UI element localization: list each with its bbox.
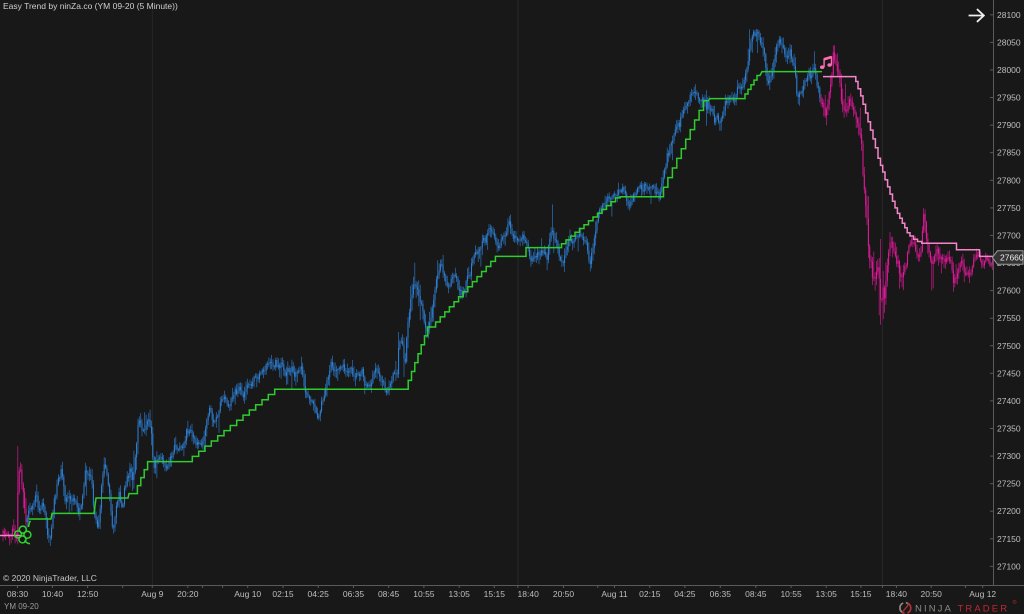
svg-text:© 2020 NinjaTrader, LLC: © 2020 NinjaTrader, LLC: [3, 573, 97, 583]
svg-text:13:05: 13:05: [449, 589, 471, 599]
svg-text:18:40: 18:40: [886, 589, 908, 599]
svg-text:10:55: 10:55: [780, 589, 802, 599]
svg-text:27350: 27350: [997, 424, 1021, 434]
svg-text:27750: 27750: [997, 203, 1021, 213]
svg-text:28050: 28050: [997, 37, 1021, 47]
svg-text:®: ®: [1013, 599, 1017, 606]
svg-text:20:50: 20:50: [553, 589, 575, 599]
svg-text:Aug 11: Aug 11: [601, 589, 628, 599]
svg-text:Easy Trend by ninZa.co (YM 09-: Easy Trend by ninZa.co (YM 09-20 (5 Minu…: [3, 1, 178, 11]
svg-text:NINJA: NINJA: [915, 604, 953, 614]
svg-text:27600: 27600: [997, 286, 1021, 296]
svg-text:08:30: 08:30: [7, 589, 29, 599]
svg-text:27900: 27900: [997, 120, 1021, 130]
svg-text:YM 09-20: YM 09-20: [4, 602, 39, 611]
svg-text:28100: 28100: [997, 10, 1021, 20]
svg-text:27950: 27950: [997, 93, 1021, 103]
svg-text:02:15: 02:15: [272, 589, 294, 599]
svg-text:27850: 27850: [997, 148, 1021, 158]
svg-text:27700: 27700: [997, 230, 1021, 240]
svg-text:08:45: 08:45: [745, 589, 767, 599]
svg-text:27300: 27300: [997, 451, 1021, 461]
svg-text:Aug 12: Aug 12: [969, 589, 996, 599]
svg-text:Aug 10: Aug 10: [234, 589, 261, 599]
svg-text:28000: 28000: [997, 65, 1021, 75]
svg-text:27150: 27150: [997, 534, 1021, 544]
svg-text:06:35: 06:35: [710, 589, 732, 599]
svg-text:20:20: 20:20: [177, 589, 199, 599]
svg-text:20:50: 20:50: [921, 589, 943, 599]
svg-text:10:55: 10:55: [413, 589, 435, 599]
svg-text:27800: 27800: [997, 175, 1021, 185]
svg-text:27550: 27550: [997, 313, 1021, 323]
svg-text:27200: 27200: [997, 506, 1021, 516]
svg-text:02:15: 02:15: [639, 589, 661, 599]
svg-text:15:15: 15:15: [850, 589, 872, 599]
svg-text:27250: 27250: [997, 479, 1021, 489]
svg-text:10:40: 10:40: [42, 589, 64, 599]
svg-text:06:35: 06:35: [343, 589, 365, 599]
svg-text:04:25: 04:25: [308, 589, 330, 599]
svg-text:08:45: 08:45: [378, 589, 400, 599]
svg-text:27400: 27400: [997, 396, 1021, 406]
svg-text:12:50: 12:50: [77, 589, 99, 599]
svg-text:27500: 27500: [997, 341, 1021, 351]
svg-text:18:40: 18:40: [518, 589, 540, 599]
svg-text:13:05: 13:05: [816, 589, 838, 599]
svg-text:TRADER: TRADER: [958, 604, 1010, 614]
svg-text:Aug 9: Aug 9: [141, 589, 163, 599]
svg-text:04:25: 04:25: [674, 589, 696, 599]
svg-text:15:15: 15:15: [484, 589, 506, 599]
svg-text:27450: 27450: [997, 368, 1021, 378]
svg-text:27100: 27100: [997, 561, 1021, 571]
svg-text:27660: 27660: [1000, 253, 1024, 263]
